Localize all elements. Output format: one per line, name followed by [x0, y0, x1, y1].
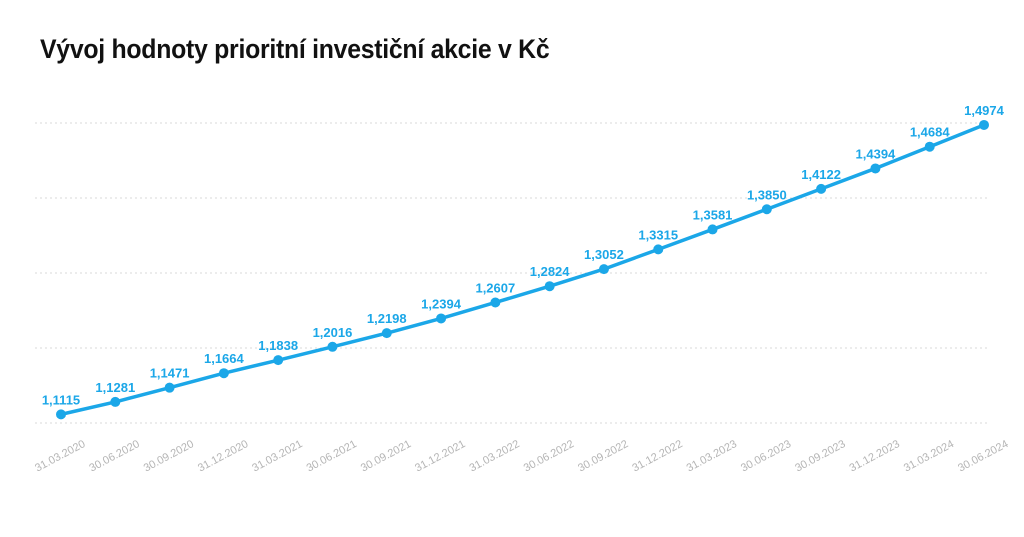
x-tick-label: 30.09.2021	[359, 438, 413, 474]
x-tick-label: 30.06.2023	[739, 438, 793, 474]
data-point	[816, 183, 827, 194]
data-label: 1,3052	[584, 247, 624, 262]
data-point	[598, 264, 609, 275]
data-label: 1,2607	[475, 280, 515, 295]
data-point	[273, 355, 284, 366]
data-label: 1,4684	[910, 125, 951, 140]
data-label: 1,2824	[530, 264, 571, 279]
data-point	[544, 281, 555, 292]
x-tick-label: 30.09.2022	[576, 438, 630, 474]
x-tick-label: 30.06.2024	[956, 438, 1010, 474]
x-tick-label: 30.06.2022	[522, 438, 576, 474]
x-tick-label: 31.12.2022	[630, 438, 684, 474]
data-labels: 1,1115 1,1281 1,1471 1,1664 1,1838 1,2016 1,21…	[42, 103, 1005, 407]
x-axis-tick-labels: 31.03.2020 30.06.2020 30.09.2020 31.12.2020…	[33, 438, 1010, 474]
data-label: 1,4394	[856, 146, 897, 161]
x-tick-label: 31.12.2023	[848, 438, 902, 474]
data-point	[381, 328, 392, 339]
data-label: 1,1471	[150, 366, 190, 381]
x-tick-label: 30.09.2020	[142, 438, 196, 474]
data-point	[436, 313, 447, 324]
data-label: 1,2016	[313, 325, 353, 340]
x-tick-label: 30.06.2021	[305, 438, 359, 474]
data-point	[164, 382, 175, 393]
data-point	[761, 204, 772, 215]
data-label: 1,4122	[801, 167, 841, 182]
data-label: 1,3850	[747, 187, 787, 202]
data-label: 1,1281	[95, 380, 135, 395]
data-label: 1,2394	[421, 296, 462, 311]
data-label: 1,1664	[204, 351, 245, 366]
x-tick-label: 31.03.2024	[902, 438, 956, 474]
x-tick-label: 31.12.2020	[196, 438, 250, 474]
x-tick-label: 30.06.2020	[87, 438, 141, 474]
data-point	[707, 224, 718, 235]
data-point	[56, 409, 66, 420]
data-point	[490, 297, 501, 308]
data-label: 1,2198	[367, 311, 407, 326]
x-tick-label: 31.12.2021	[413, 438, 467, 474]
data-point	[924, 141, 935, 152]
x-tick-label: 31.03.2021	[250, 438, 304, 474]
data-point	[327, 341, 338, 352]
data-label: 1,3315	[638, 227, 678, 242]
data-label: 1,4974	[964, 103, 1005, 118]
data-label: 1,3581	[693, 207, 733, 222]
series-line	[59, 123, 986, 417]
data-label: 1,1838	[258, 338, 298, 353]
data-point	[110, 396, 121, 407]
x-tick-label: 31.03.2020	[33, 438, 87, 474]
data-point	[218, 368, 229, 379]
data-point	[979, 119, 989, 130]
data-label: 1,1115	[42, 392, 80, 407]
x-tick-label: 30.09.2023	[793, 438, 847, 474]
chart-title: Vývoj hodnoty prioritní investiční akcie…	[40, 34, 550, 64]
data-point	[653, 244, 664, 255]
gridlines	[35, 122, 988, 424]
x-tick-label: 31.03.2023	[685, 438, 739, 474]
data-point	[870, 163, 881, 174]
data-points	[56, 119, 989, 420]
series-line-layer	[59, 123, 986, 417]
x-tick-label: 31.03.2022	[468, 438, 522, 474]
